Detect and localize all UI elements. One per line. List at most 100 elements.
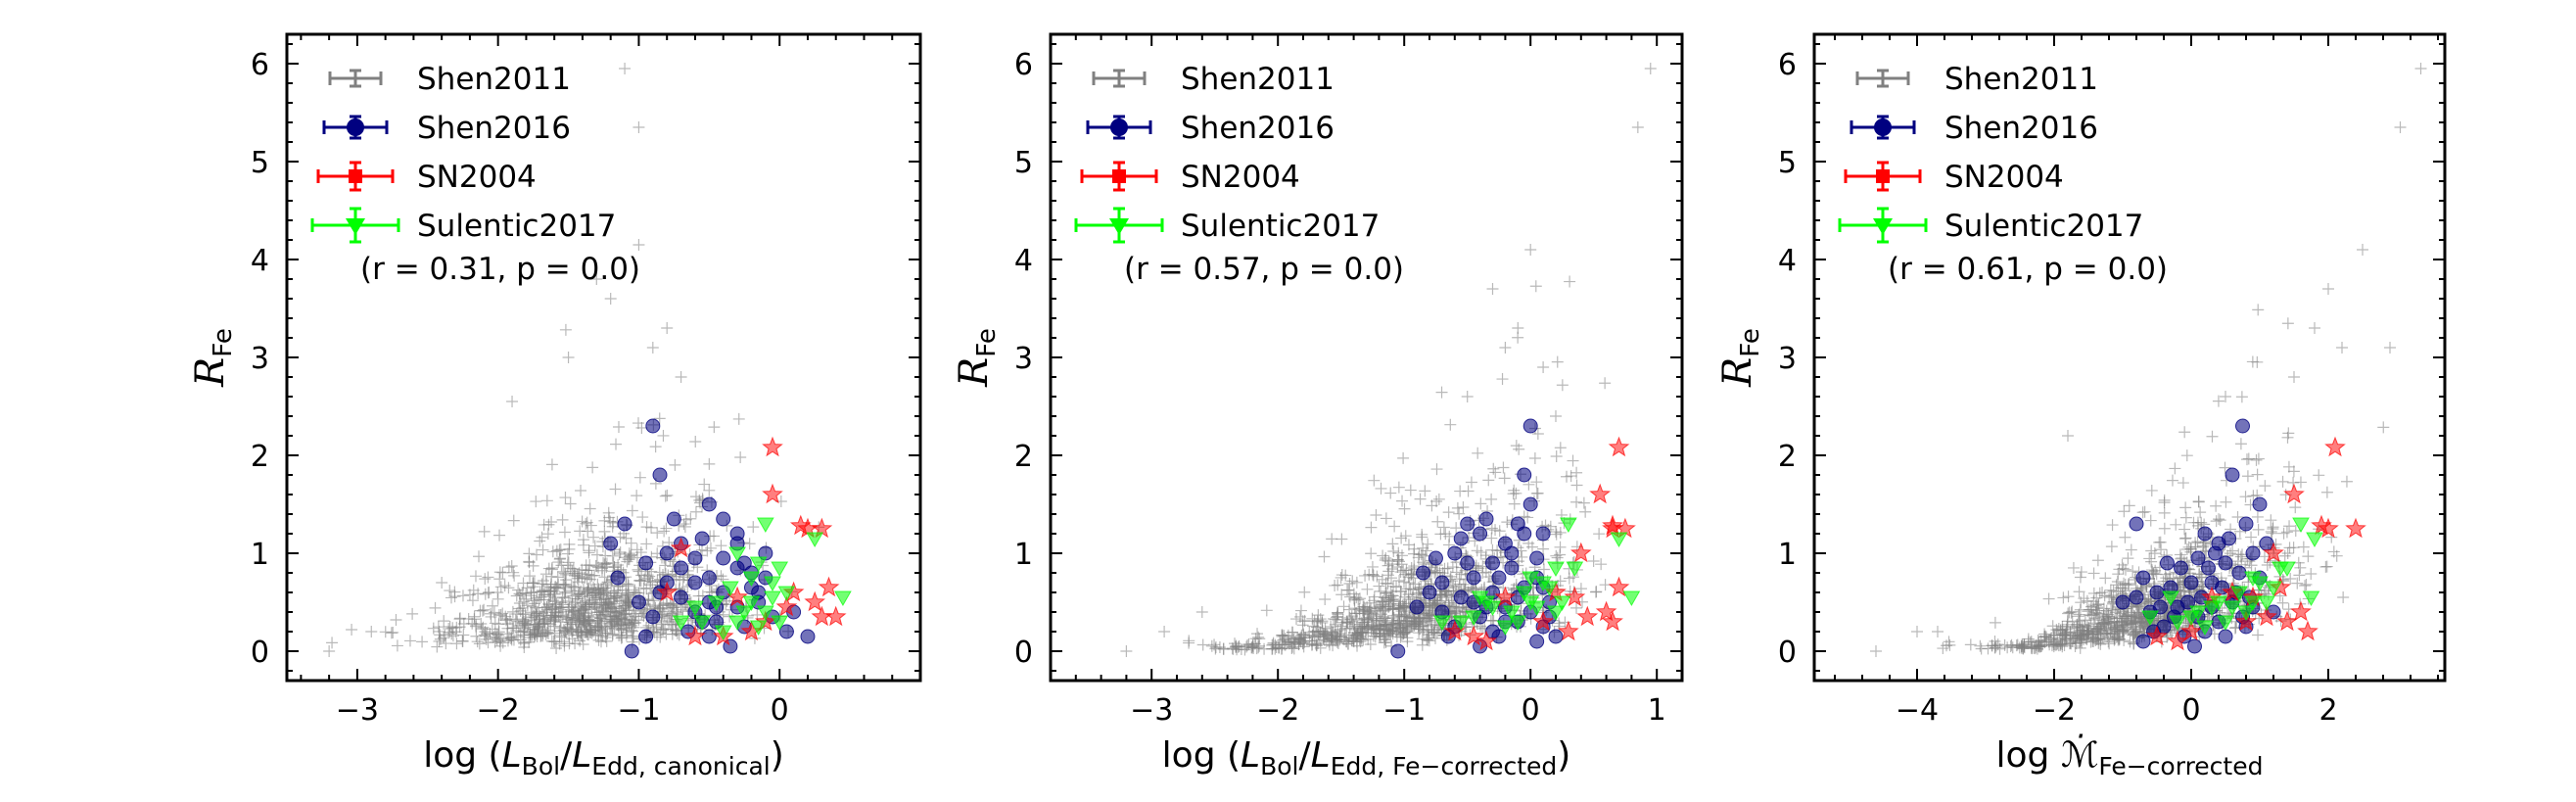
- point-shen2011: [1423, 635, 1435, 647]
- x-tick-label: −3: [336, 693, 379, 728]
- point-shen2011: [2122, 579, 2134, 591]
- point-sn2004: [1494, 586, 1517, 607]
- point-shen2011: [1392, 603, 1405, 616]
- point-shen2011: [2060, 623, 2073, 636]
- point-shen2011: [505, 560, 518, 573]
- point-shen2011: [1287, 640, 1299, 653]
- point-shen2011: [510, 590, 523, 602]
- point-shen2016: [1504, 545, 1520, 561]
- point-sn2004: [804, 590, 826, 612]
- point-shen2011: [549, 581, 562, 593]
- legend-label: Shen2011: [1181, 62, 1335, 97]
- point-shen2011: [1158, 626, 1171, 637]
- point-shen2016: [2129, 590, 2144, 605]
- point-shen2011: [563, 538, 576, 550]
- point-sulentic2017: [1471, 590, 1489, 607]
- point-shen2011: [1513, 443, 1525, 455]
- point-shen2011: [444, 626, 456, 638]
- point-shen2011: [1374, 627, 1385, 639]
- point-sulentic2017: [2196, 620, 2214, 637]
- point-shen2011: [1408, 547, 1421, 560]
- point-shen2011: [470, 618, 483, 631]
- point-shen2011: [545, 635, 558, 647]
- point-shen2016: [1434, 575, 1450, 590]
- point-shen2011: [1245, 641, 1258, 654]
- point-shen2011: [450, 637, 463, 650]
- point-shen2011: [659, 490, 672, 502]
- point-shen2011: [598, 592, 611, 605]
- point-shen2011: [478, 525, 491, 538]
- point-shen2011: [649, 441, 662, 453]
- point-shen2011: [1388, 520, 1401, 533]
- point-shen2011: [1412, 587, 1425, 599]
- point-shen2011: [434, 629, 446, 641]
- point-shen2016: [1416, 565, 1431, 581]
- x-tick-label: 0: [2181, 693, 2200, 728]
- point-sulentic2017: [686, 600, 704, 617]
- point-shen2011: [1986, 639, 1998, 652]
- point-shen2011: [1385, 572, 1397, 585]
- point-shen2011: [734, 450, 747, 463]
- point-shen2011: [1395, 586, 1407, 598]
- point-shen2011: [570, 618, 583, 631]
- point-shen2016: [2160, 555, 2175, 571]
- point-sn2004: [762, 436, 783, 457]
- point-shen2011: [1550, 549, 1563, 562]
- point-shen2011: [1401, 619, 1414, 632]
- point-shen2011: [2252, 523, 2265, 536]
- point-shen2016: [1491, 570, 1507, 586]
- point-shen2011: [587, 531, 600, 543]
- point-sulentic2017: [1465, 610, 1483, 627]
- point-shen2011: [1368, 594, 1381, 607]
- point-sulentic2017: [2265, 581, 2282, 597]
- point-shen2011: [647, 594, 660, 607]
- point-shen2011: [564, 497, 577, 510]
- legend-marker: [347, 118, 364, 136]
- point-shen2011: [438, 615, 450, 628]
- point-shen2011: [1351, 639, 1364, 652]
- point-shen2011: [1376, 573, 1388, 586]
- point-shen2011: [1283, 636, 1295, 648]
- point-shen2011: [583, 544, 595, 557]
- point-shen2011: [698, 478, 711, 491]
- point-shen2011: [2015, 640, 2028, 653]
- point-shen2011: [427, 622, 440, 635]
- point-shen2011: [365, 626, 378, 637]
- point-shen2011: [566, 590, 579, 602]
- point-shen2011: [555, 631, 568, 643]
- point-shen2011: [1937, 642, 1949, 655]
- point-shen2011: [1450, 522, 1463, 535]
- point-shen2011: [2196, 541, 2209, 553]
- point-shen2011: [466, 594, 479, 607]
- point-shen2011: [1390, 631, 1403, 643]
- point-sulentic2017: [764, 576, 781, 592]
- point-shen2011: [562, 556, 575, 569]
- point-shen2011: [1384, 487, 1397, 499]
- point-shen2011: [1368, 474, 1381, 487]
- point-shen2011: [440, 637, 452, 650]
- x-axis-label: log (LBol/LEdd, Fe−corrected): [1162, 735, 1571, 780]
- point-shen2011: [1595, 558, 1608, 571]
- point-shen2011: [1396, 495, 1409, 507]
- point-shen2011: [2265, 514, 2277, 527]
- point-sulentic2017: [742, 595, 761, 612]
- point-shen2011: [545, 570, 558, 583]
- x-tick-label: −2: [1256, 693, 1299, 728]
- point-shen2016: [617, 516, 632, 532]
- point-shen2011: [1357, 612, 1370, 625]
- point-shen2011: [1567, 454, 1579, 467]
- point-shen2011: [747, 521, 760, 534]
- point-shen2011: [546, 594, 559, 607]
- point-shen2011: [2291, 577, 2304, 590]
- point-shen2011: [1379, 619, 1391, 632]
- point-shen2011: [2051, 627, 2064, 639]
- point-shen2011: [1252, 631, 1265, 643]
- legend-label: SN2004: [1181, 160, 1300, 195]
- point-shen2011: [1410, 615, 1423, 628]
- y-tick-label: 2: [1014, 440, 1033, 474]
- x-tick-label: −2: [477, 693, 520, 728]
- point-shen2011: [510, 607, 523, 620]
- point-shen2011: [2247, 490, 2260, 502]
- point-shen2011: [1317, 628, 1330, 640]
